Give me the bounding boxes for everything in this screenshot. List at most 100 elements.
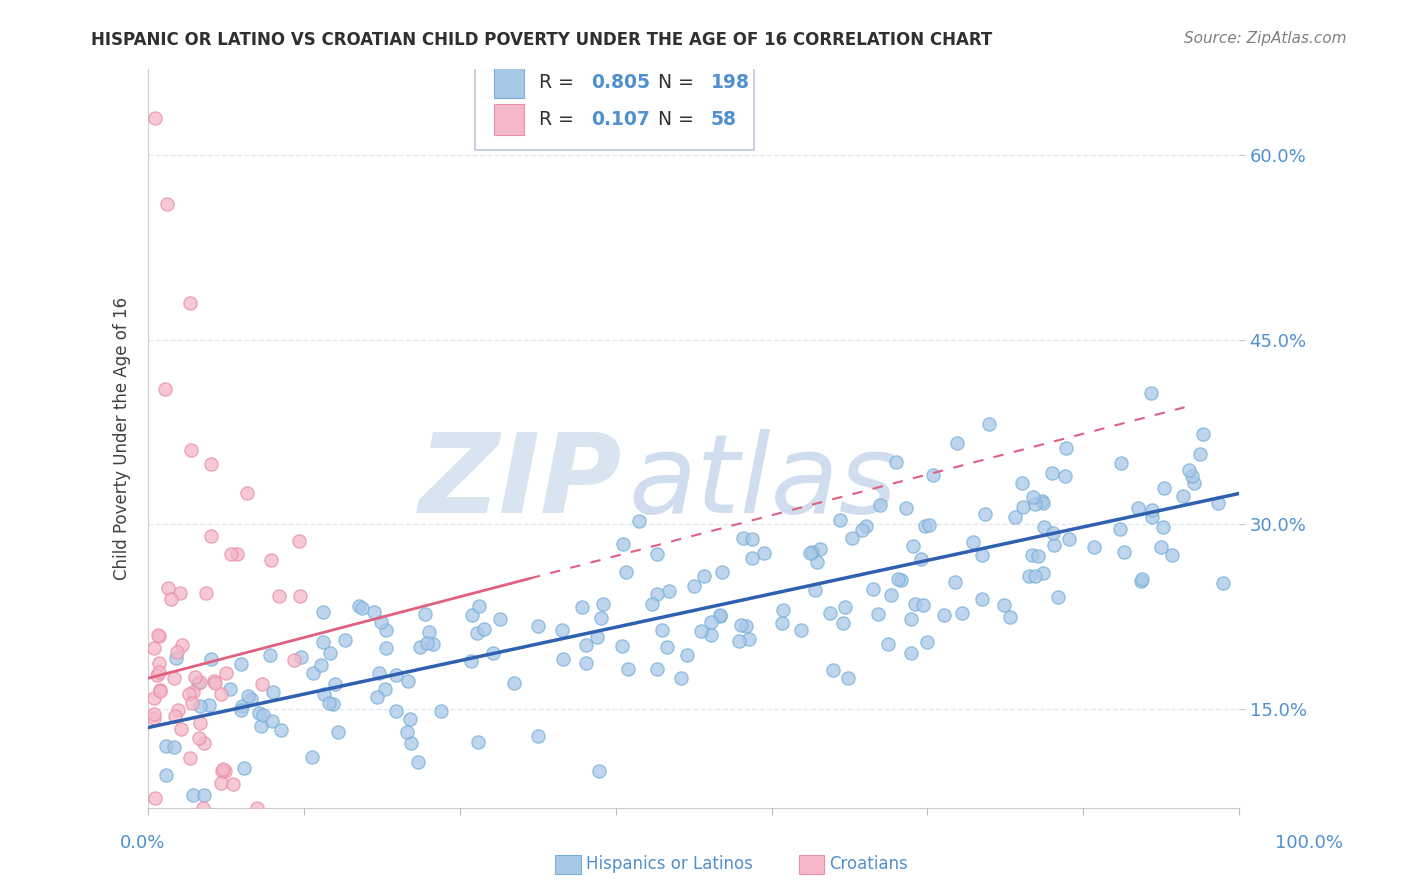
Point (179, 750, 201, 764)
Point (167, 703, 190, 717)
Point (385, 667, 408, 681)
Point (915, 635, 938, 649)
Point (312, 635, 335, 649)
Point (200, 457, 222, 471)
Point (482, 646, 505, 660)
Point (1108, 522, 1130, 536)
Point (288, 590, 311, 604)
Point (165, 651, 187, 665)
Point (259, 648, 281, 663)
Point (193, 736, 215, 750)
Point (142, 711, 165, 725)
Point (1024, 497, 1046, 511)
Point (887, 572, 910, 586)
Point (1206, 496, 1229, 510)
Point (142, 640, 165, 655)
Point (610, 639, 633, 653)
Point (169, 586, 191, 600)
Point (465, 626, 488, 640)
Point (181, 789, 204, 803)
Point (246, 800, 269, 814)
Point (418, 624, 440, 639)
Point (772, 602, 794, 616)
Point (1181, 469, 1204, 483)
Point (877, 637, 900, 651)
Point (1043, 538, 1066, 552)
Point (962, 535, 984, 549)
Point (970, 592, 993, 607)
Point (828, 513, 851, 527)
Text: Croatians: Croatians (830, 855, 908, 873)
Point (211, 764, 233, 778)
Point (645, 662, 668, 676)
Point (527, 619, 550, 633)
FancyBboxPatch shape (494, 104, 524, 135)
Point (914, 519, 936, 533)
Point (735, 619, 758, 633)
Point (252, 708, 274, 723)
Point (283, 652, 305, 666)
Point (209, 776, 232, 790)
Point (349, 599, 371, 613)
Point (460, 654, 482, 668)
Point (145, 791, 167, 805)
Text: R =: R = (538, 73, 579, 92)
Point (236, 689, 259, 703)
Point (709, 608, 731, 623)
Point (658, 584, 681, 599)
Point (727, 633, 749, 648)
Point (180, 443, 202, 458)
Point (408, 640, 430, 654)
Point (1012, 500, 1035, 514)
Point (998, 610, 1021, 624)
Point (187, 676, 209, 690)
Point (180, 696, 202, 710)
Point (302, 665, 325, 680)
Point (693, 569, 716, 583)
Point (1028, 549, 1050, 563)
Point (502, 676, 524, 690)
Point (415, 607, 437, 621)
Point (142, 706, 165, 721)
Point (640, 597, 662, 611)
Point (1140, 503, 1163, 517)
Text: atlas: atlas (628, 429, 897, 536)
Point (901, 540, 924, 554)
Point (311, 657, 333, 672)
Point (738, 632, 761, 646)
Point (586, 630, 609, 644)
Point (896, 500, 918, 515)
Text: 0.107: 0.107 (591, 110, 650, 129)
Point (799, 546, 821, 560)
Point (690, 624, 713, 639)
Point (396, 673, 419, 688)
Point (912, 598, 935, 612)
Point (472, 623, 495, 637)
Text: Hispanics or Latinos: Hispanics or Latinos (586, 855, 754, 873)
Point (943, 574, 966, 589)
Point (1142, 509, 1164, 524)
Point (1111, 456, 1133, 470)
Point (367, 665, 389, 680)
Point (149, 683, 172, 698)
Point (731, 532, 754, 546)
Point (200, 529, 222, 543)
Point (1126, 501, 1149, 516)
Point (683, 579, 706, 593)
Point (163, 739, 186, 754)
Point (467, 735, 489, 749)
Point (374, 681, 396, 696)
Text: 198: 198 (711, 73, 749, 92)
Point (1161, 548, 1184, 562)
Point (222, 777, 245, 791)
Point (430, 704, 453, 718)
Point (575, 639, 598, 653)
Point (709, 608, 731, 623)
Point (1054, 441, 1077, 455)
Point (628, 514, 651, 528)
FancyBboxPatch shape (475, 57, 754, 150)
Point (145, 668, 167, 682)
Point (229, 657, 252, 671)
Point (399, 736, 422, 750)
Point (922, 467, 945, 482)
